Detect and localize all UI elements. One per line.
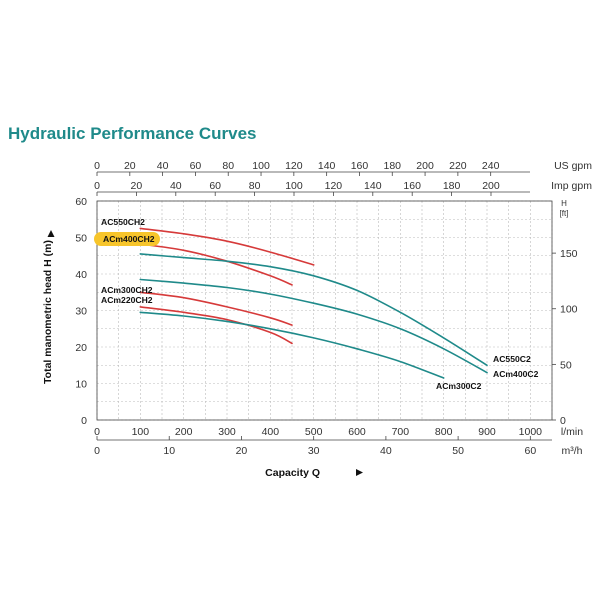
lmin-tick-label: 500 xyxy=(305,426,323,438)
us-gpm-tick-label: 200 xyxy=(416,160,434,172)
lmin-tick-label: 0 xyxy=(94,426,100,438)
us-gpm-tick-label: 40 xyxy=(157,160,169,172)
imp-gpm-tick-label: 40 xyxy=(170,180,182,192)
head-ft-unit-label: H xyxy=(561,199,567,208)
head-ft-unit-label: [ft] xyxy=(560,209,569,218)
series-curve-ac550c2 xyxy=(139,253,488,367)
m3h-tick-label: 40 xyxy=(380,445,392,457)
head-m-tick-label: 50 xyxy=(75,233,87,245)
series-curve-acm300ch2 xyxy=(139,291,293,326)
lmin-tick-label: 800 xyxy=(435,426,453,438)
imp-gpm-tick-label: 60 xyxy=(209,180,221,192)
us-gpm-unit-label: US gpm xyxy=(554,160,592,172)
imp-gpm-tick-label: 200 xyxy=(482,180,500,192)
series-curve-acm400c2 xyxy=(139,278,488,374)
lmin-tick-label: 200 xyxy=(175,426,193,438)
m3h-tick-label: 30 xyxy=(308,445,320,457)
lmin-tick-label: 400 xyxy=(262,426,280,438)
series-layer xyxy=(139,227,488,379)
imp-gpm-tick-label: 180 xyxy=(443,180,461,192)
plot-frame xyxy=(96,200,553,421)
series-label-acm220ch2: ACm220CH2 xyxy=(101,295,153,305)
label-highlight-acm400ch2 xyxy=(94,232,160,246)
chart-title: Hydraulic Performance Curves xyxy=(8,124,257,143)
imp-gpm-unit-label: Imp gpm xyxy=(551,180,592,192)
head-m-tick-label: 20 xyxy=(75,342,87,354)
us-gpm-tick-label: 240 xyxy=(482,160,500,172)
head-ft-tick-label: 100 xyxy=(560,304,578,316)
imp-gpm-tick-label: 20 xyxy=(131,180,143,192)
series-curve-acm300c2 xyxy=(139,311,445,379)
plot-border xyxy=(96,200,553,421)
m3h-tick-label: 10 xyxy=(163,445,175,457)
imp-gpm-tick-label: 140 xyxy=(364,180,382,192)
series-label-ac550c2: AC550C2 xyxy=(493,354,531,364)
series-curve-acm220ch2 xyxy=(139,306,293,345)
us-gpm-tick-label: 60 xyxy=(190,160,202,172)
m3h-tick-label: 20 xyxy=(236,445,248,457)
imp-gpm-tick-label: 160 xyxy=(403,180,421,192)
head-m-tick-label: 40 xyxy=(75,269,87,281)
us-gpm-tick-label: 220 xyxy=(449,160,467,172)
x-axis-title: Capacity Q xyxy=(265,467,320,479)
imp-gpm-tick-label: 100 xyxy=(285,180,303,192)
us-gpm-tick-label: 20 xyxy=(124,160,136,172)
m3h-tick-label: 50 xyxy=(452,445,464,457)
series-curve-ac550ch2 xyxy=(139,227,315,266)
us-gpm-tick-label: 80 xyxy=(222,160,234,172)
head-ft-tick-label: 0 xyxy=(560,415,566,427)
us-gpm-tick-label: 180 xyxy=(383,160,401,172)
imp-gpm-tick-label: 80 xyxy=(249,180,261,192)
us-gpm-tick-label: 140 xyxy=(318,160,336,172)
us-gpm-tick-label: 160 xyxy=(351,160,369,172)
head-m-tick-label: 0 xyxy=(81,415,87,427)
lmin-tick-label: 100 xyxy=(132,426,150,438)
series-label-ac550ch2: AC550CH2 xyxy=(101,217,145,227)
head-ft-tick-label: 50 xyxy=(560,359,572,371)
lmin-tick-label: 1000 xyxy=(519,426,543,438)
head-m-tick-label: 60 xyxy=(75,196,87,208)
imp-gpm-tick-label: 120 xyxy=(325,180,343,192)
series-label-acm400c2: ACm400C2 xyxy=(493,369,539,379)
y-axis-title: Total manometric head H (m) xyxy=(42,240,54,384)
lmin-tick-label: 600 xyxy=(348,426,366,438)
series-label-acm400ch2: ACm400CH2 xyxy=(103,234,155,244)
head-ft-tick-label: 150 xyxy=(560,248,578,260)
lmin-tick-label: 900 xyxy=(478,426,496,438)
m3h-unit-label: m³/h xyxy=(562,445,583,457)
imp-gpm-tick-label: 0 xyxy=(94,180,100,192)
x-axis-arrow-icon xyxy=(356,469,363,476)
us-gpm-tick-label: 100 xyxy=(252,160,270,172)
m3h-tick-label: 0 xyxy=(94,445,100,457)
m3h-tick-label: 60 xyxy=(524,445,536,457)
series-label-acm300c2: ACm300C2 xyxy=(436,381,482,391)
lmin-tick-label: 700 xyxy=(392,426,410,438)
axes: 0 20 40 60 80 100 120 140 160 180 200 220 240 US gpm0… xyxy=(42,160,592,479)
series-label-acm300ch2: ACm300CH2 xyxy=(101,285,153,295)
head-m-tick-label: 30 xyxy=(75,306,87,318)
lmin-unit-label: l/min xyxy=(561,426,583,438)
lmin-tick-label: 300 xyxy=(218,426,236,438)
series-curve-acm400ch2 xyxy=(139,243,293,286)
head-m-tick-label: 10 xyxy=(75,379,87,391)
us-gpm-tick-label: 120 xyxy=(285,160,303,172)
y-axis-arrow-icon xyxy=(47,230,55,237)
us-gpm-tick-label: 0 xyxy=(94,160,100,172)
